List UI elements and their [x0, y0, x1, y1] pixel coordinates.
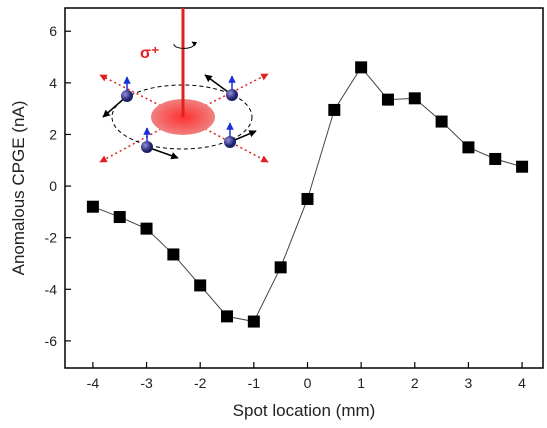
data-point [408, 92, 421, 105]
x-tick-label: -3 [140, 375, 153, 391]
data-point [86, 200, 99, 213]
data-point [381, 93, 394, 106]
y-axis-label: Anomalous CPGE (nA) [9, 101, 28, 276]
data-point [355, 61, 368, 74]
x-tick-label: 3 [465, 375, 473, 391]
data-point [328, 103, 341, 116]
data-point [140, 222, 153, 235]
plot-frame [64, 7, 544, 369]
x-tick-label: -4 [87, 375, 100, 391]
data-point [301, 192, 314, 205]
inset-diagram [99, 8, 269, 163]
x-tick-label: -2 [194, 375, 207, 391]
x-tick-label: 4 [518, 375, 526, 391]
data-point [462, 141, 475, 154]
data-point [489, 152, 502, 165]
y-tick-label: -4 [45, 281, 58, 297]
x-tick-label: -1 [248, 375, 261, 391]
annotation: σ⁺ [140, 45, 159, 62]
y-tick-label: 2 [49, 126, 57, 142]
data-point [247, 315, 260, 328]
y-tick-label: -2 [45, 230, 58, 246]
data-point [221, 310, 234, 323]
data-point [516, 160, 529, 173]
y-tick-label: -6 [45, 333, 58, 349]
data-point [113, 211, 126, 224]
data-point [167, 248, 180, 261]
data-point [435, 115, 448, 128]
y-tick-label: 6 [49, 23, 57, 39]
x-tick-label: 0 [304, 375, 312, 391]
x-axis-label: Spot location (mm) [233, 401, 376, 420]
data-point [274, 261, 287, 274]
data-point [194, 279, 207, 292]
y-tick-label: 4 [49, 75, 57, 91]
y-tick-label: 0 [49, 178, 57, 194]
x-tick-label: 2 [411, 375, 419, 391]
x-tick-label: 1 [357, 375, 365, 391]
